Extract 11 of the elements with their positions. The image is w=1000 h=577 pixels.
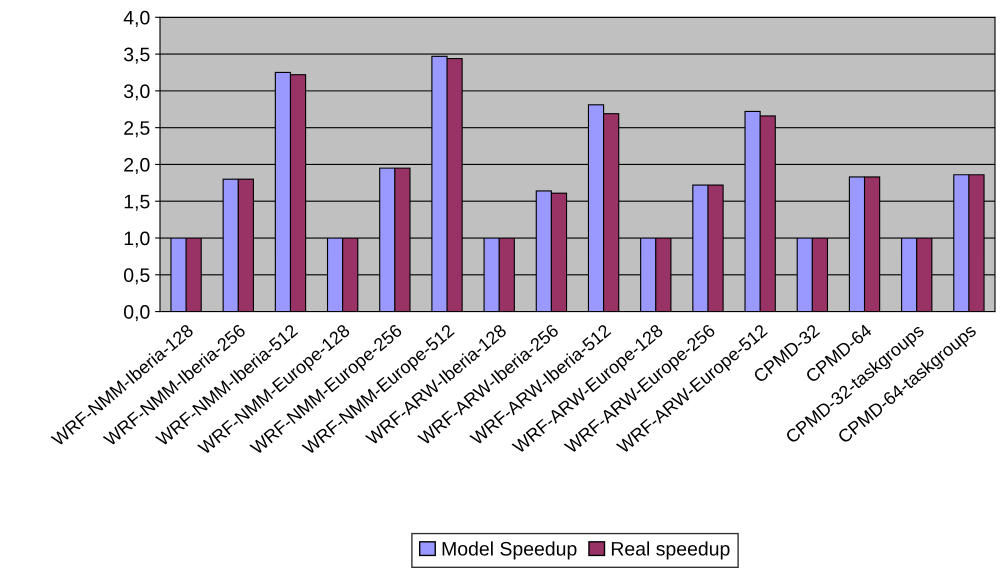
legend-label: Real speedup	[612, 541, 730, 560]
y-tick-label: 0,0	[124, 305, 150, 322]
y-tick-label: 2,5	[124, 121, 150, 138]
y-tick-label: 1,0	[124, 231, 150, 248]
y-tick-label: 1,5	[124, 194, 150, 211]
y-tick-label: 0,5	[124, 268, 150, 284]
y-tick-label: 2,0	[124, 158, 150, 174]
y-tick-label: 4,0	[124, 10, 150, 27]
y-tick-label: 3,0	[124, 84, 150, 100]
legend-label: Model Speedup	[442, 541, 576, 560]
y-tick-label: 3,5	[124, 48, 150, 64]
